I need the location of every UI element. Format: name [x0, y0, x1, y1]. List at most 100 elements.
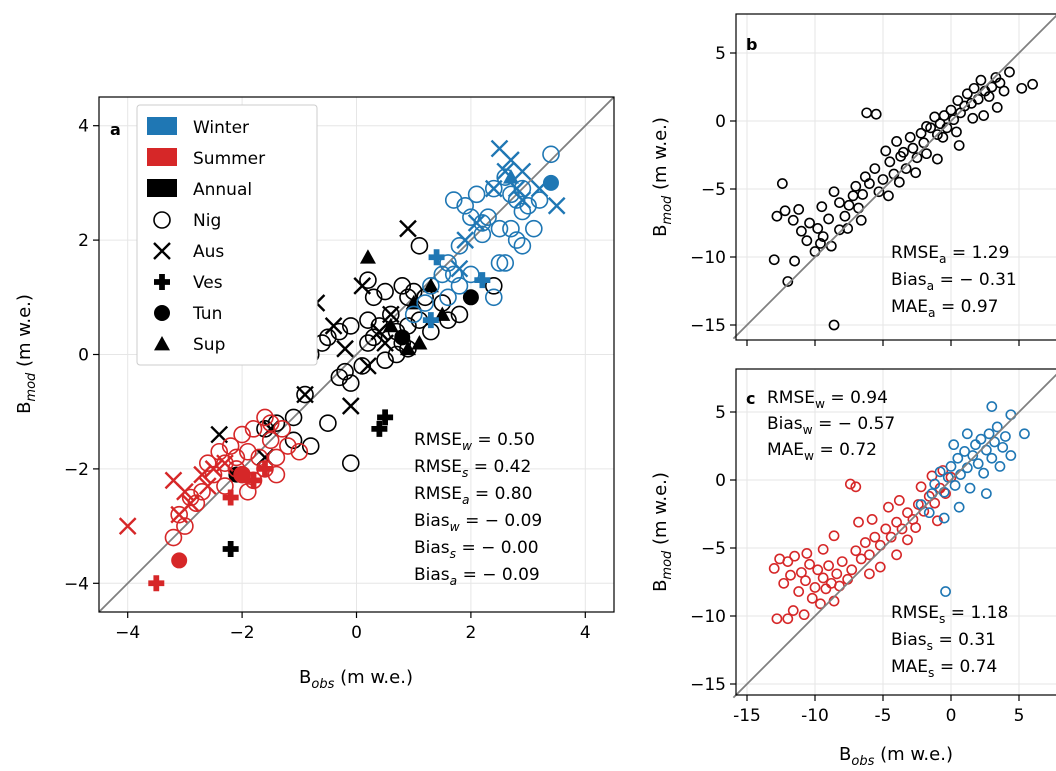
point-annual-ves [222, 540, 239, 557]
point-summer [828, 530, 840, 542]
point-annual-nig [301, 437, 320, 455]
y-tick-label: −4 [64, 574, 89, 594]
stat-rmse-w: RMSEw = 0.94 [767, 388, 888, 411]
y-tick-label: −10 [690, 248, 726, 268]
point-winter-nig [422, 277, 440, 295]
point-annual-nig [410, 237, 429, 255]
point-annual [857, 189, 868, 200]
panel-b-ticks: −15 −10 −5 0 5 [690, 44, 1020, 346]
point-summer [817, 572, 829, 584]
point-annual [1004, 66, 1015, 78]
point-winter [975, 433, 987, 445]
point-annual [904, 131, 916, 143]
stat-bias-w: Biasw = − 0.09 [414, 511, 542, 534]
point-annual [983, 91, 995, 102]
point-summer-nig [216, 477, 234, 495]
point-winter [986, 452, 998, 464]
point-annual [961, 88, 973, 100]
point-winter-nig [467, 185, 486, 204]
point-summer [798, 609, 810, 621]
legend-marker-sup [154, 336, 170, 351]
stat-rmse-a: RMSEa = 0.80 [414, 484, 532, 507]
point-winter-nig [525, 219, 543, 238]
point-annual-nig [359, 271, 377, 289]
point-summer-nig [267, 465, 286, 484]
point-annual [953, 140, 965, 151]
x-tick-label: −4 [115, 623, 140, 643]
point-winter [961, 428, 973, 440]
point-annual [828, 186, 840, 198]
point-annual [812, 223, 824, 234]
point-annual [884, 156, 896, 168]
panel-a-ylabel: Bmod (m w.e.) [14, 294, 39, 414]
point-winter-ves [428, 249, 445, 266]
point-annual-nig [284, 408, 303, 427]
point-summer-nig [279, 437, 297, 455]
point-summer-nig [181, 488, 200, 507]
point-winter [934, 466, 946, 478]
point-summer-nig [176, 517, 194, 535]
legend-label-annual: Annual [193, 180, 252, 200]
point-winter-ves [474, 272, 491, 289]
point-annual [877, 174, 889, 185]
point-annual-aus [399, 219, 417, 238]
point-winter-nig [542, 145, 560, 164]
point-annual-nig [364, 328, 383, 347]
point-winter-nig [444, 191, 463, 209]
panel-c-ylabel: Bmod (m w.e.) [650, 472, 675, 592]
legend-frame [136, 104, 318, 366]
point-summer [902, 507, 913, 519]
point-summer [800, 575, 811, 587]
legend-swatch-summer [147, 148, 177, 166]
point-annual [921, 121, 932, 132]
point-annual-ves [371, 420, 388, 437]
point-annual [998, 85, 1010, 97]
panel-a-ticks: −4 −2 0 2 4 −4 −2 0 2 4 [64, 117, 591, 643]
point-summer-nig [256, 408, 274, 427]
point-winter-nig [439, 254, 457, 272]
point-annual-nig [284, 431, 303, 450]
point-annual [834, 197, 845, 208]
point-summer-nig [239, 482, 257, 501]
point-summer [801, 548, 813, 559]
point-annual [850, 180, 862, 192]
legend-marker-tun [154, 305, 170, 321]
point-summer-nig [187, 494, 206, 513]
point-annual [893, 176, 905, 188]
point-winter [970, 439, 981, 451]
point-annual-sup [434, 306, 451, 321]
panel-c: -15 -10 -5 0 5 −15 −10 −5 0 5 c RMSEw = 0.94 Biasw… [650, 368, 1056, 769]
y-tick-label: −5 [701, 539, 726, 559]
stat-rmse-s: RMSEs = 0.42 [414, 457, 531, 480]
legend-label-nig: Nig [193, 211, 221, 231]
point-annual-nig [341, 454, 360, 472]
panel-a-frame [98, 96, 615, 613]
point-summer [789, 550, 800, 562]
legend-label-ves: Ves [193, 273, 223, 293]
point-summer [902, 534, 913, 546]
point-summer [855, 553, 867, 565]
point-summer-ves [222, 489, 239, 506]
point-summer [869, 531, 881, 543]
point-annual [907, 142, 919, 154]
point-summer-nig [239, 442, 257, 461]
point-winter-nig [490, 254, 509, 272]
point-winter-tun [542, 174, 559, 191]
point-annual-nig [359, 334, 377, 352]
stat-bias-w: Biasw = − 0.57 [767, 414, 895, 437]
point-annual-nig [376, 351, 394, 370]
point-summer [844, 478, 856, 490]
point-annual-nig [393, 277, 412, 295]
point-annual [900, 163, 912, 174]
point-annual [873, 186, 885, 198]
stat-bias-a: Biasa = − 0.31 [891, 270, 1017, 293]
point-summer [846, 564, 858, 576]
point-annual-sup [422, 277, 439, 293]
point-annual-nig [330, 368, 349, 387]
point-annual-aus [370, 322, 389, 341]
point-winter-aus [450, 259, 469, 278]
point-winter-aus [467, 214, 486, 232]
x-tick-label: -15 [733, 706, 761, 726]
point-summer-aus [170, 505, 189, 524]
point-annual [978, 110, 990, 121]
